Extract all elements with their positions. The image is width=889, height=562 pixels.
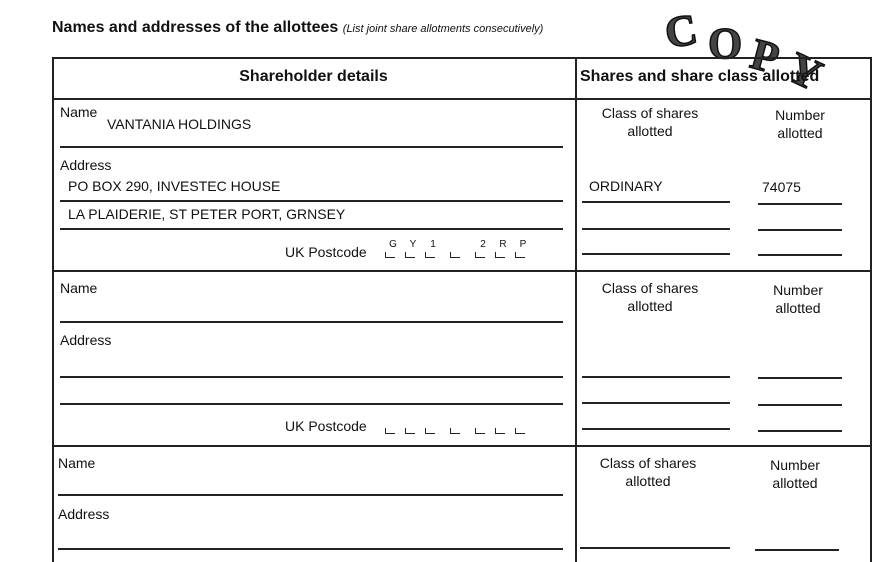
name-field[interactable] [60, 321, 563, 323]
class-header-line1: Class of shares [599, 455, 697, 471]
class-header-line2: allotted [627, 123, 673, 139]
section-title: Names and addresses of the allottees (Li… [52, 19, 543, 37]
postcode-char: 2 [480, 239, 486, 250]
class-header-line1: Class of shares [601, 280, 699, 296]
number-header-line1: Number [775, 107, 825, 123]
address-line-1[interactable] [58, 548, 563, 550]
class-header-line2: allotted [627, 298, 673, 314]
address-line-2[interactable]: LA PLAIDERIE, ST PETER PORT, GRNSEY [68, 206, 346, 222]
postcode-label: UK Postcode [285, 418, 367, 434]
class-header: Class of shares allotted [588, 454, 708, 490]
address-label: Address [60, 332, 112, 348]
header-shareholder-details: Shareholder details [239, 68, 388, 85]
number-field[interactable]: 74075 [762, 179, 801, 195]
postcode-char: Y [409, 239, 417, 250]
svg-text:C: C [661, 4, 701, 58]
class-field[interactable] [580, 547, 730, 549]
number-header-line1: Number [770, 457, 820, 473]
header-shares-allotted: Shares and share class allotted [580, 68, 820, 85]
copy-stamp: C O P Y [660, 4, 830, 90]
address-line-1[interactable] [60, 376, 563, 378]
postcode-label: UK Postcode [285, 244, 367, 260]
address-line-2[interactable] [60, 403, 563, 405]
class-header-line2: allotted [625, 473, 671, 489]
number-header-line2: allotted [772, 475, 818, 491]
name-label: Name [60, 280, 98, 296]
name-label: Name [60, 104, 98, 120]
class-field[interactable]: ORDINARY [589, 178, 663, 194]
number-header-line1: Number [773, 282, 823, 298]
number-header-line2: allotted [775, 300, 821, 316]
number-header: Number allotted [755, 456, 835, 492]
class-header-line1: Class of shares [601, 105, 699, 121]
name-label: Name [58, 455, 96, 471]
address-label: Address [58, 506, 110, 522]
title-note: (List joint share allotments consecutive… [342, 23, 544, 35]
number-header: Number allotted [760, 106, 840, 142]
class-header: Class of shares allotted [590, 104, 710, 140]
postcode-char: R [499, 239, 507, 250]
class-header: Class of shares allotted [590, 279, 710, 315]
number-field[interactable] [755, 549, 839, 551]
class-field[interactable] [582, 376, 730, 378]
address-label: Address [60, 157, 112, 173]
number-header-line2: allotted [777, 125, 823, 141]
name-field[interactable]: VANTANIA HOLDINGS [107, 116, 252, 132]
title-text: Names and addresses of the allottees [52, 19, 339, 36]
postcode-char: P [519, 239, 527, 250]
number-header: Number allotted [758, 281, 838, 317]
postcode-char: G [389, 239, 397, 250]
svg-text:O: O [708, 19, 742, 68]
postcode-char: 1 [430, 239, 436, 250]
name-field[interactable] [58, 494, 563, 496]
address-line-1[interactable]: PO BOX 290, INVESTEC HOUSE [68, 178, 281, 194]
number-field[interactable] [758, 377, 842, 379]
